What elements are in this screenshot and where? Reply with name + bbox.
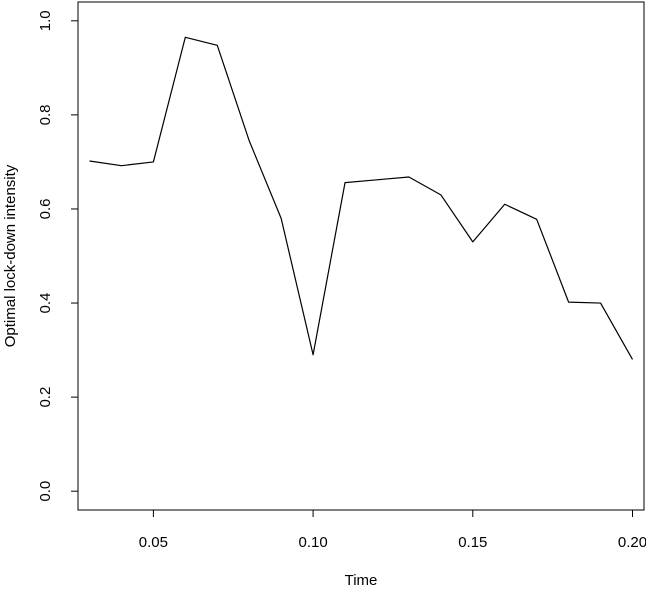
- y-tick-label: 0.6: [37, 199, 54, 220]
- x-axis: 0.05 0.10 0.15 0.20: [139, 509, 646, 551]
- x-axis-title: Time: [345, 572, 378, 589]
- y-axis-title: Optimal lock-down intensity: [2, 164, 19, 347]
- x-tick-label: 0.15: [458, 534, 487, 551]
- series-line: [89, 36, 634, 360]
- y-tick-label: 0.8: [37, 104, 54, 125]
- y-tick-label: 0.0: [37, 481, 54, 502]
- series-layer: [89, 36, 634, 360]
- x-tick-label: 0.10: [298, 534, 327, 551]
- y-tick-label: 0.2: [37, 387, 54, 408]
- x-tick-label: 0.05: [139, 534, 168, 551]
- y-tick-label: 1.0: [37, 10, 54, 31]
- plot-frame: [77, 1, 645, 511]
- x-tick-label: 0.20: [618, 534, 646, 551]
- y-axis: 0.0 0.2 0.4 0.6 0.8 1.0: [37, 10, 79, 502]
- y-tick-label: 0.4: [37, 293, 54, 314]
